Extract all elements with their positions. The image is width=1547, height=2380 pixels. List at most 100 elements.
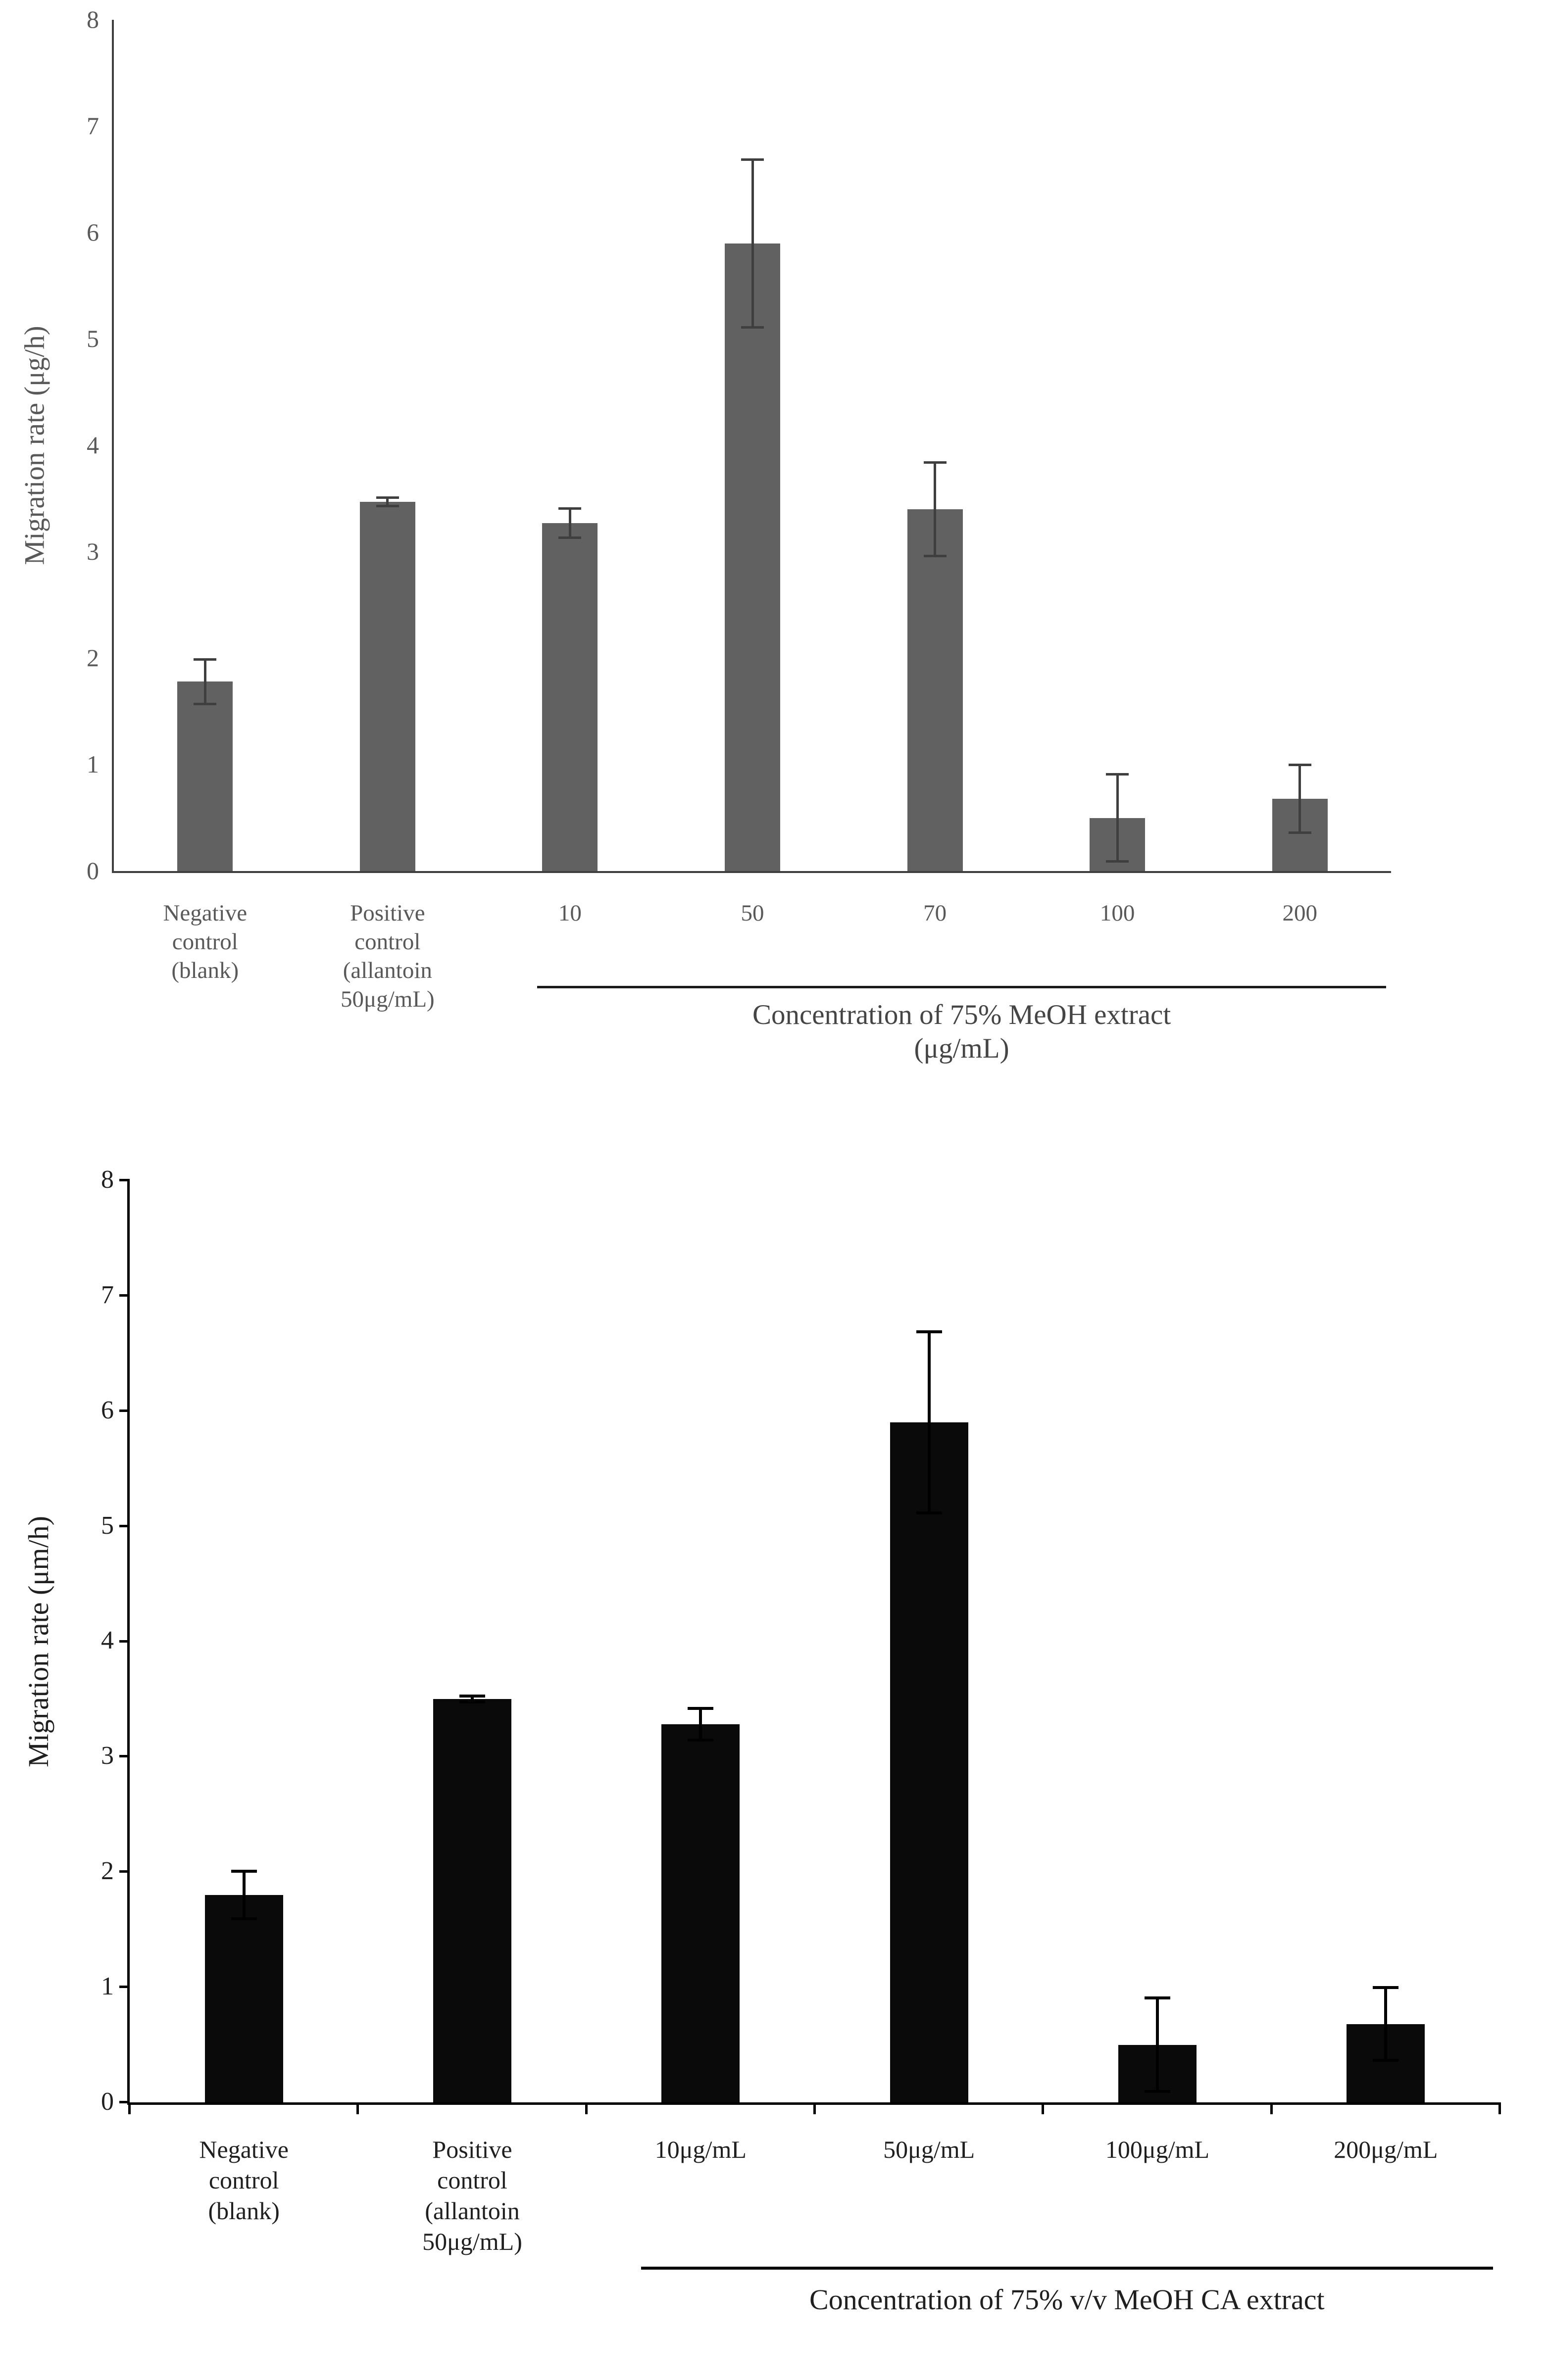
error-bar-line	[751, 158, 754, 329]
y-tick-mark	[119, 1524, 130, 1527]
error-bar-cap-bottom	[923, 554, 947, 557]
error-bar-line	[203, 658, 206, 705]
x-category-label: Negative	[199, 2136, 289, 2163]
y-tick-label: 5	[101, 1511, 114, 1540]
error-bar-cap-top	[916, 1330, 942, 1333]
y-tick-label: 5	[87, 325, 99, 352]
bar	[890, 1422, 968, 2102]
y-tick-mark	[119, 1409, 130, 1412]
x-tick-mark	[1270, 2102, 1273, 2114]
group-bracket-line	[641, 2267, 1493, 2270]
x-category-label: 200	[1282, 900, 1317, 926]
error-bar-cap-top	[558, 507, 582, 510]
error-bar-cap-top	[1106, 773, 1129, 776]
error-bar-cap-bottom	[376, 504, 399, 507]
x-category-label: 200μg/mL	[1334, 2136, 1438, 2163]
error-bar-cap-top	[194, 658, 217, 661]
y-tick-label: 0	[87, 857, 99, 884]
x-category-label: 10μg/mL	[654, 2136, 747, 2163]
error-bar-line	[927, 1330, 931, 1515]
y-tick-label: 4	[101, 1626, 114, 1655]
x-category-label: (blank)	[171, 958, 239, 983]
y-tick-mark	[119, 1640, 130, 1643]
error-bar-cap-bottom	[231, 1917, 257, 1921]
bar	[433, 1699, 511, 2102]
y-tick-label: 1	[101, 1972, 114, 2001]
x-tick-mark	[813, 2102, 816, 2114]
bar	[661, 1724, 740, 2102]
error-bar-cap-top	[1145, 1996, 1170, 1999]
bar	[204, 1894, 283, 2102]
error-bar-cap-top	[376, 496, 399, 499]
error-bar-line	[568, 507, 571, 539]
x-category-label: Positive	[350, 900, 425, 926]
bar	[725, 243, 780, 871]
y-tick-label: 3	[101, 1742, 114, 1770]
error-bar-cap-bottom	[688, 1739, 714, 1742]
error-bar-line	[699, 1707, 702, 1742]
x-tick-mark	[585, 2102, 588, 2114]
x-category-label: (allantoin	[425, 2197, 520, 2225]
x-category-label: (blank)	[208, 2197, 280, 2225]
error-bar-line	[1116, 773, 1119, 863]
x-category-label: control	[172, 929, 238, 955]
x-category-label: 50μg/mL)	[341, 986, 435, 1012]
axis-group-label: Concentration of 75% MeOH extract	[752, 999, 1171, 1030]
error-bar-line	[1384, 1986, 1388, 2062]
y-tick-label: 2	[101, 1857, 114, 1886]
y-tick-mark	[119, 1179, 130, 1181]
bar	[542, 523, 598, 871]
x-category-label: 10	[558, 900, 582, 926]
error-bar-cap-bottom	[1288, 831, 1311, 834]
y-tick-label: 6	[101, 1396, 114, 1424]
y-axis-line	[112, 20, 114, 873]
x-category-label: control	[437, 2166, 507, 2194]
y-axis-title: Migration rate (μm/h)	[22, 1515, 54, 1767]
error-bar-cap-bottom	[1106, 860, 1129, 863]
error-bar-cap-top	[741, 158, 764, 161]
y-axis-title: Migration rate (μg/h)	[19, 326, 50, 565]
y-tick-mark	[119, 1870, 130, 1873]
x-category-label: control	[354, 929, 421, 955]
error-bar-line	[242, 1869, 246, 1921]
x-category-label: Negative	[163, 900, 248, 926]
axis-group-label: (μg/mL)	[914, 1033, 1009, 1064]
error-bar-cap-top	[688, 1707, 714, 1710]
x-category-label: (allantoin	[343, 958, 432, 983]
y-tick-label: 3	[87, 537, 99, 565]
x-category-label: 50μg/mL	[883, 2136, 975, 2163]
error-bar-cap-bottom	[741, 326, 764, 329]
y-tick-label: 1	[87, 750, 99, 778]
error-bar-line	[1298, 763, 1301, 834]
x-tick-mark	[356, 2102, 359, 2114]
y-tick-label: 0	[101, 2087, 114, 2116]
x-category-label: 50μg/mL)	[422, 2228, 522, 2255]
error-bar-cap-bottom	[916, 1511, 942, 1515]
error-bar-cap-bottom	[1145, 2090, 1170, 2093]
y-tick-label: 4	[87, 431, 99, 459]
y-tick-mark	[119, 1294, 130, 1297]
y-axis-line	[127, 1180, 130, 2105]
axis-group-label: Concentration of 75% v/v MeOH CA extract	[809, 2283, 1325, 2316]
x-tick-mark	[128, 2102, 131, 2114]
error-bar-cap-top	[1373, 1986, 1399, 1989]
migration-rate-chart-top: 0 1 2 3 4 5 6 7 8 Negative control (blank) Positive c…	[0, 0, 1547, 1153]
y-tick-label: 7	[101, 1280, 114, 1309]
x-tick-mark	[1042, 2102, 1045, 2114]
y-tick-label: 8	[101, 1165, 114, 1194]
x-category-label: 50	[741, 900, 764, 926]
y-tick-label: 8	[87, 5, 99, 33]
x-category-label: 70	[923, 900, 947, 926]
error-bar-cap-bottom	[194, 702, 217, 705]
error-bar-cap-top	[231, 1869, 257, 1873]
y-tick-mark	[119, 1986, 130, 1989]
group-bracket-line	[537, 986, 1386, 988]
error-bar-cap-bottom	[558, 536, 582, 539]
error-bar-cap-bottom	[1373, 2059, 1399, 2062]
error-bar-cap-top	[459, 1694, 485, 1698]
bar	[177, 681, 233, 871]
error-bar-cap-bottom	[459, 1700, 485, 1704]
migration-rate-chart-bottom: 0 1 2 3 4 5 6 7 8 Negative control (blank) Positive c…	[0, 1153, 1547, 2380]
error-bar-line	[386, 496, 389, 507]
y-tick-label: 7	[87, 112, 99, 140]
